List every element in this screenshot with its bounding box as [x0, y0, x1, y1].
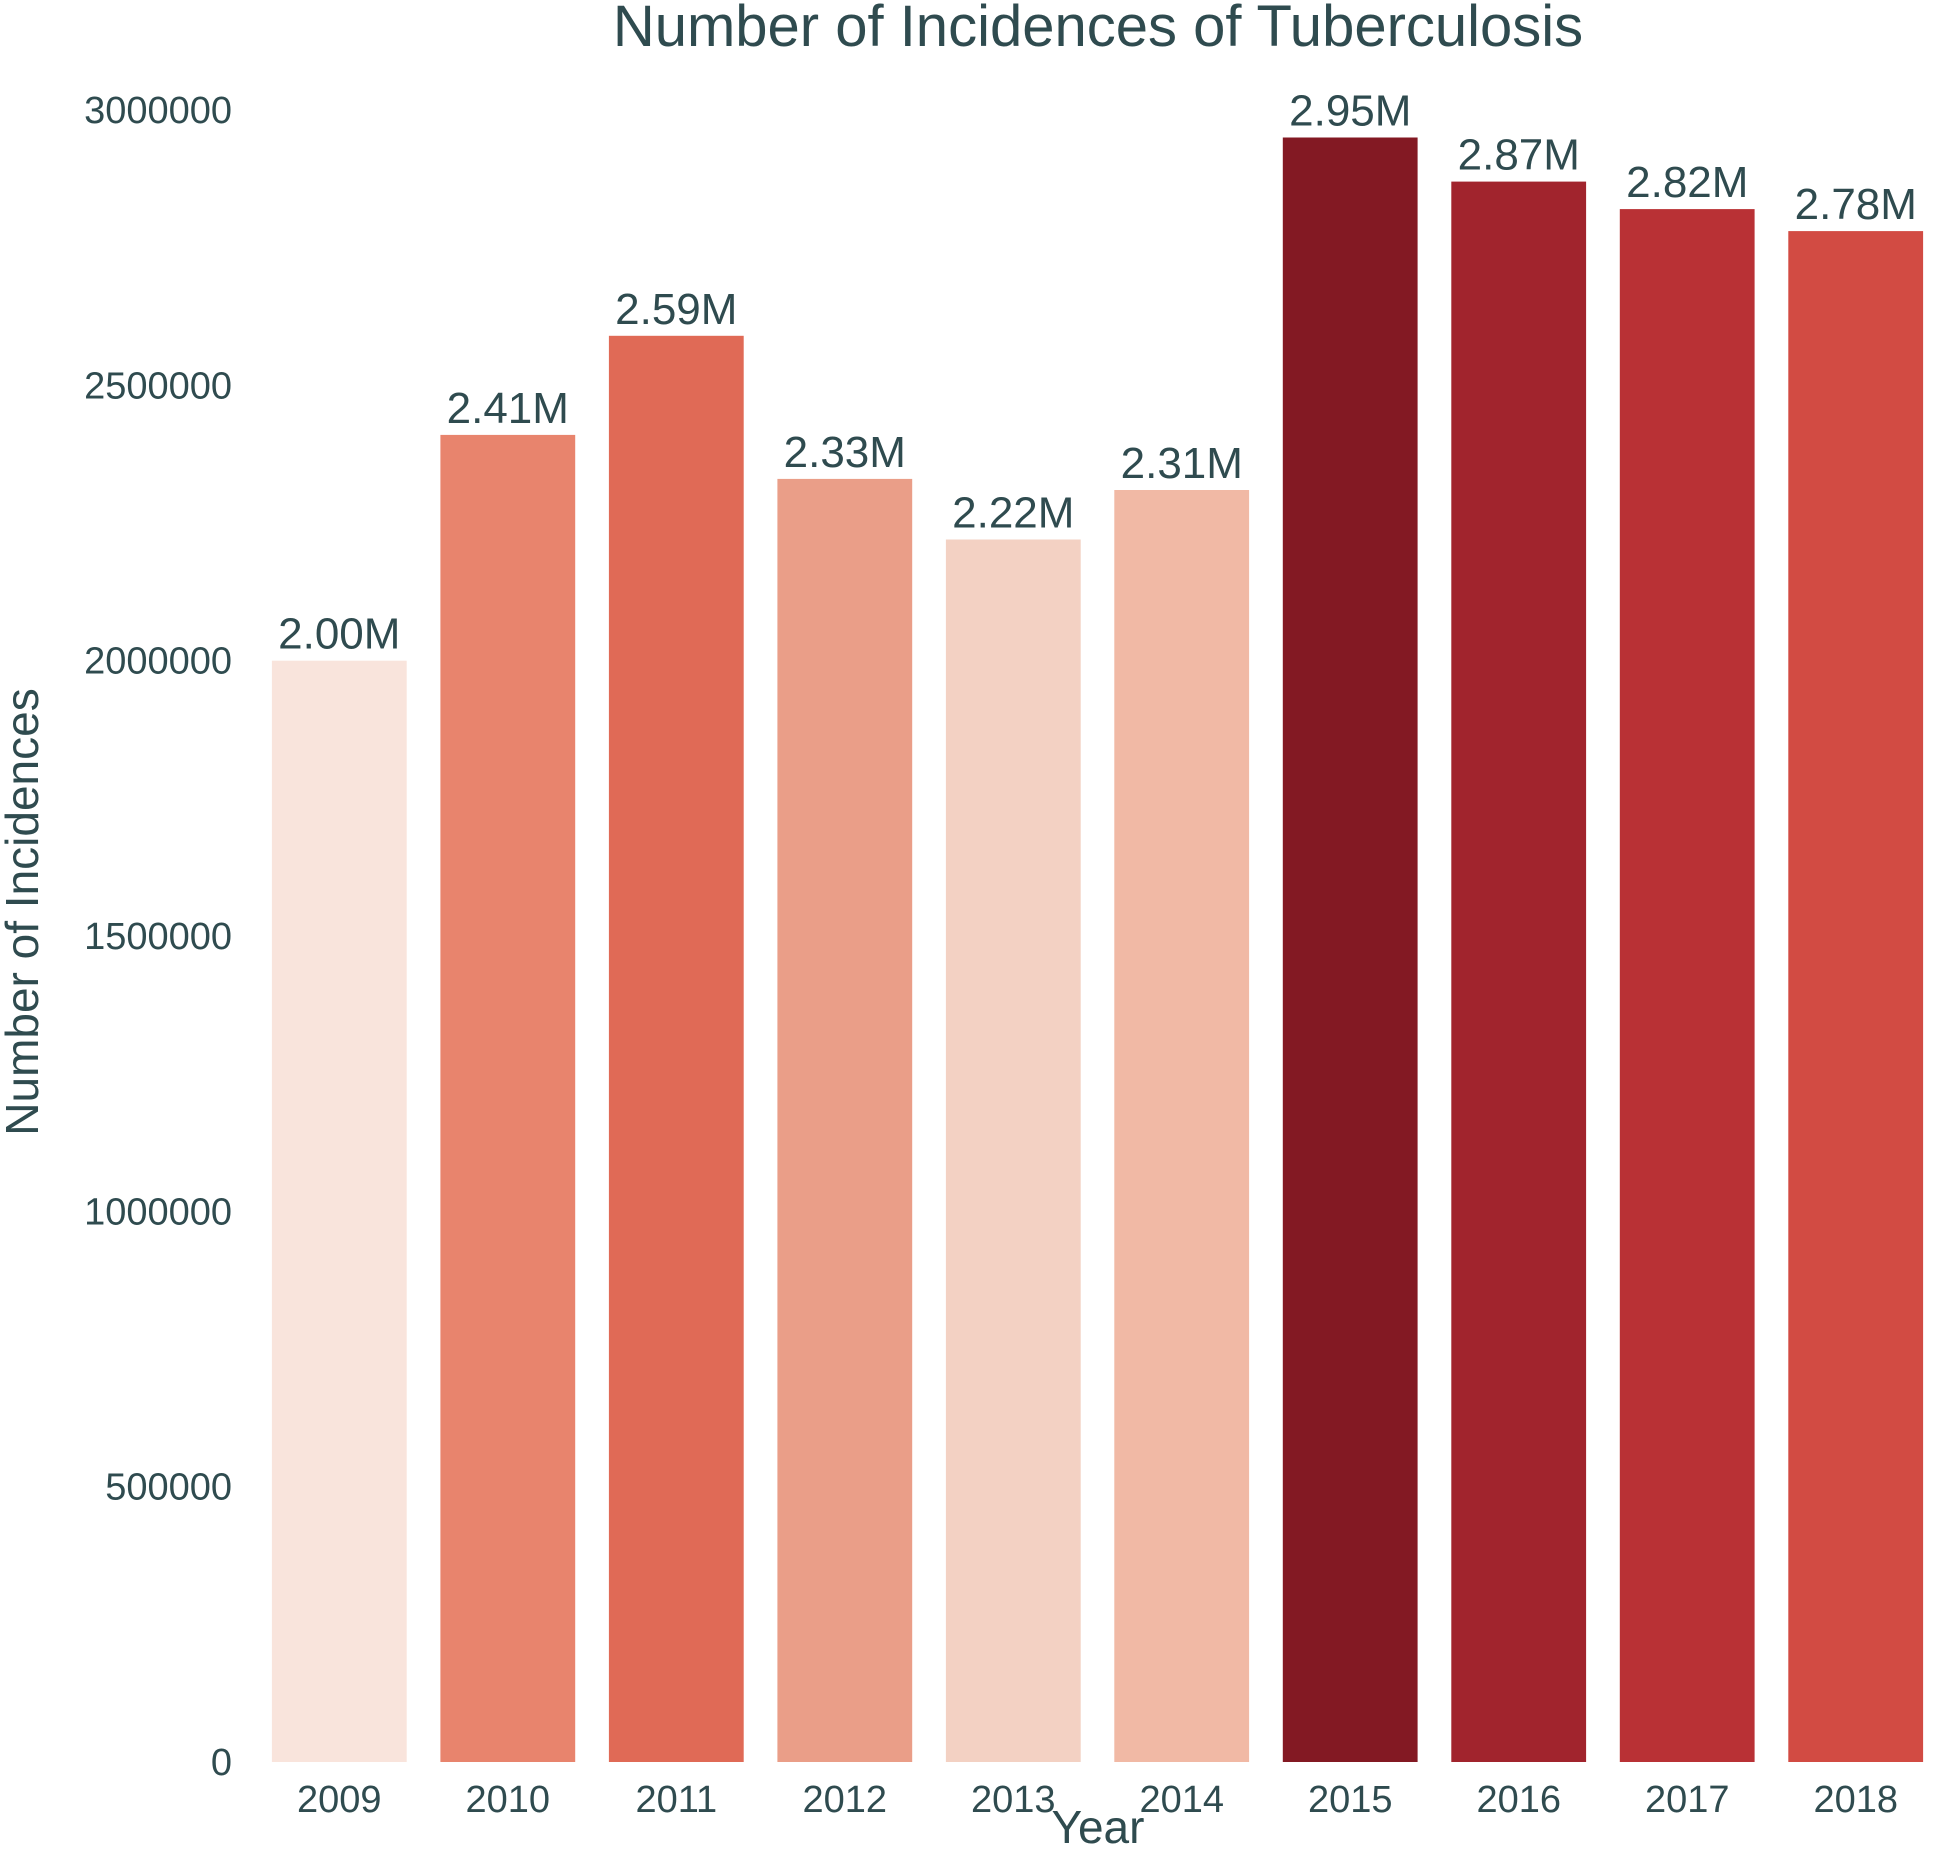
bar-2017 — [1619, 209, 1755, 1763]
bar-2012 — [777, 478, 913, 1762]
bar-2015 — [1282, 137, 1418, 1762]
y-tick-1500000: 1500000 — [84, 916, 232, 958]
data-label-2009: 2.00M — [278, 610, 400, 659]
y-tick-0: 0 — [211, 1742, 232, 1784]
x-tick-2011: 2011 — [635, 1779, 717, 1821]
bar-2013 — [945, 539, 1081, 1762]
data-labels-group: 2.00M 2.41M 2.59M 2.33M 2.22M 2.31M 2.95M 2.87M… — [278, 87, 1917, 659]
x-tick-2009: 2009 — [297, 1779, 382, 1821]
y-tick-1000000: 1000000 — [84, 1191, 232, 1233]
data-label-2012: 2.33M — [784, 428, 906, 477]
data-label-2016: 2.87M — [1458, 131, 1580, 180]
x-tick-2010: 2010 — [466, 1779, 551, 1821]
bar-2018 — [1788, 231, 1924, 1763]
x-tick-2018: 2018 — [1814, 1779, 1899, 1821]
data-label-2013: 2.22M — [952, 489, 1074, 538]
x-tick-2014: 2014 — [1140, 1779, 1225, 1821]
bars-group — [271, 137, 1924, 1763]
data-label-2014: 2.31M — [1121, 439, 1243, 488]
x-tick-2012: 2012 — [803, 1779, 888, 1821]
x-tick-2016: 2016 — [1477, 1779, 1562, 1821]
y-tick-2500000: 2500000 — [84, 365, 232, 407]
bar-2009 — [271, 660, 407, 1763]
x-tick-2015: 2015 — [1308, 1779, 1393, 1821]
bar-2014 — [1114, 490, 1250, 1762]
x-axis-label: Year — [1052, 1801, 1145, 1853]
data-label-2017: 2.82M — [1626, 158, 1748, 207]
data-label-2018: 2.78M — [1795, 180, 1917, 229]
y-tick-500000: 500000 — [105, 1467, 232, 1509]
x-axis-ticks: 2009 2010 2011 2012 2013 2014 2015 2016 2017 2018 — [297, 1779, 1898, 1821]
x-tick-2017: 2017 — [1645, 1779, 1730, 1821]
data-label-2011: 2.59M — [615, 285, 737, 334]
bar-2010 — [440, 434, 576, 1762]
y-axis-label: Number of Incidences — [0, 688, 48, 1135]
bar-2016 — [1451, 181, 1587, 1763]
y-axis-ticks: 0 500000 1000000 1500000 2000000 2500000 30000… — [84, 90, 232, 1784]
chart-title: Number of Incidences of Tuberculosis — [613, 0, 1583, 59]
data-label-2010: 2.41M — [447, 384, 569, 433]
x-tick-2013: 2013 — [971, 1779, 1056, 1821]
bar-2011 — [608, 335, 744, 1762]
y-tick-2000000: 2000000 — [84, 641, 232, 683]
y-tick-3000000: 3000000 — [84, 90, 232, 132]
data-label-2015: 2.95M — [1289, 87, 1411, 136]
